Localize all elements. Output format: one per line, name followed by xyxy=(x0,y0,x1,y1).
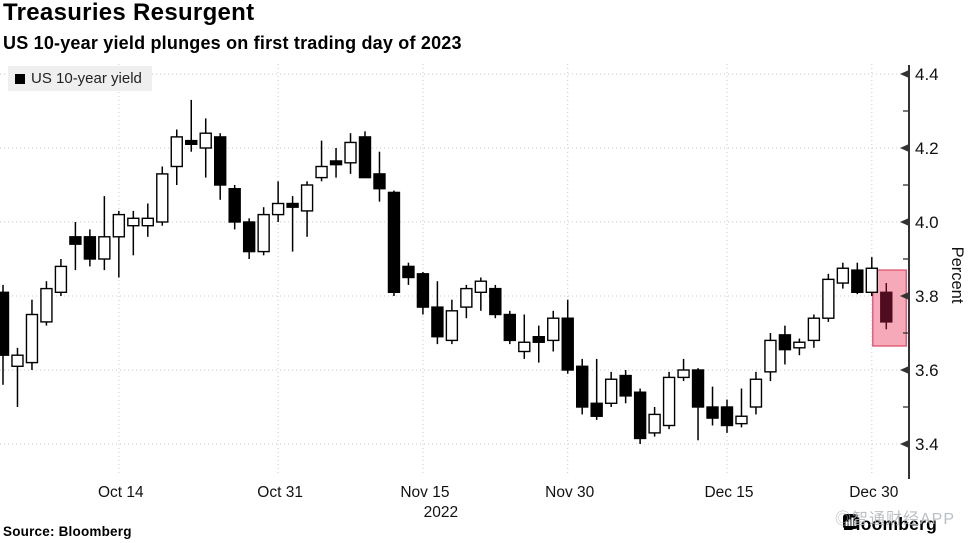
candle-down xyxy=(286,202,299,208)
candle-down xyxy=(0,291,10,356)
candle-down xyxy=(329,160,343,166)
candle-up xyxy=(648,413,661,434)
candle-up xyxy=(807,317,821,342)
candle-up xyxy=(271,202,285,216)
y-tick-arrow xyxy=(900,144,909,152)
candle-up xyxy=(315,165,328,179)
candle-up xyxy=(677,369,690,379)
candle-down xyxy=(590,402,603,417)
candle-up xyxy=(112,213,126,238)
candle-up xyxy=(518,341,531,353)
y-axis-title: Percent xyxy=(948,247,966,304)
candle-up xyxy=(662,376,676,427)
candle-up xyxy=(11,354,24,368)
candle-down xyxy=(489,287,502,316)
x-tick-label: Dec 15 xyxy=(704,484,753,501)
series-swatch-icon xyxy=(15,73,25,84)
x-tick-label: Oct 31 xyxy=(257,484,303,501)
candle-up xyxy=(445,310,459,342)
y-tick-arrow xyxy=(900,292,909,300)
candle-down xyxy=(402,265,415,279)
y-tick-arrow xyxy=(900,440,909,448)
candle-up xyxy=(547,317,560,342)
candle-up xyxy=(749,378,763,408)
bloomberg-terminal-icon xyxy=(842,514,957,532)
candle-down xyxy=(561,317,574,371)
candle-up xyxy=(98,236,111,260)
candle-down xyxy=(706,406,719,419)
candle-up xyxy=(40,287,53,323)
x-axis-year: 2022 xyxy=(424,504,458,521)
candle-down xyxy=(373,173,386,190)
legend-label: US 10-year yield xyxy=(31,70,142,87)
candle-up xyxy=(822,278,835,319)
candle-down xyxy=(720,406,734,427)
candle-down xyxy=(633,391,647,440)
y-tick-label: 4.0 xyxy=(915,213,939,232)
candle-down xyxy=(387,191,401,293)
candle-up xyxy=(156,173,169,223)
candle-up xyxy=(793,341,806,349)
y-tick-label: 4.4 xyxy=(915,65,939,84)
y-tick-label: 3.4 xyxy=(915,435,939,454)
candle-up xyxy=(199,132,212,149)
candle-down xyxy=(619,374,632,397)
source-note: Source: Bloomberg xyxy=(3,524,132,539)
candle-up xyxy=(141,217,155,227)
y-tick-label: 3.8 xyxy=(915,287,939,306)
candle-down xyxy=(228,187,241,223)
candle-up xyxy=(764,339,777,373)
candle-down xyxy=(778,334,792,351)
x-tick-label: Nov 30 xyxy=(545,484,594,501)
candle-down xyxy=(532,336,545,343)
candle-down xyxy=(83,236,97,260)
candle-up xyxy=(865,267,878,293)
candle-up xyxy=(257,213,270,253)
y-tick-arrow xyxy=(900,218,909,226)
candle-up xyxy=(836,267,850,284)
candle-down xyxy=(851,269,864,294)
candle-down xyxy=(213,136,227,186)
candle-highlighted xyxy=(880,291,893,323)
candle-up xyxy=(460,287,473,308)
candle-up xyxy=(54,265,68,293)
candle-down xyxy=(576,365,589,408)
candle-up xyxy=(300,184,314,212)
candle-up xyxy=(127,217,140,227)
candle-down xyxy=(416,273,430,308)
x-tick-label: Oct 14 xyxy=(98,484,144,501)
candle-down xyxy=(185,139,198,146)
page-title: Treasuries Resurgent xyxy=(3,0,255,26)
candle-up xyxy=(604,378,618,404)
candle-down xyxy=(431,306,444,338)
candle-up xyxy=(735,415,748,425)
candle-down xyxy=(503,313,516,342)
legend: US 10-year yield xyxy=(8,66,152,91)
candle-down xyxy=(69,236,82,245)
x-tick-label: Nov 15 xyxy=(400,484,449,501)
bloomberg-logo: Bloomberg xyxy=(842,514,957,535)
candle-down xyxy=(691,369,705,408)
candle-down xyxy=(358,136,372,179)
bloomberg-logo-text: Bloomberg xyxy=(842,514,937,534)
candle-up xyxy=(474,280,488,294)
y-tick-label: 4.2 xyxy=(915,139,939,158)
y-tick-label: 3.6 xyxy=(915,361,939,380)
candle-up xyxy=(25,313,39,364)
candle-down xyxy=(242,221,256,253)
y-tick-arrow xyxy=(900,366,909,374)
candle-up xyxy=(344,141,357,164)
candle-up xyxy=(170,136,183,168)
page-subtitle: US 10-year yield plunges on first tradin… xyxy=(3,33,462,53)
x-tick-label: Dec 30 xyxy=(849,484,898,501)
y-tick-arrow xyxy=(900,70,909,78)
